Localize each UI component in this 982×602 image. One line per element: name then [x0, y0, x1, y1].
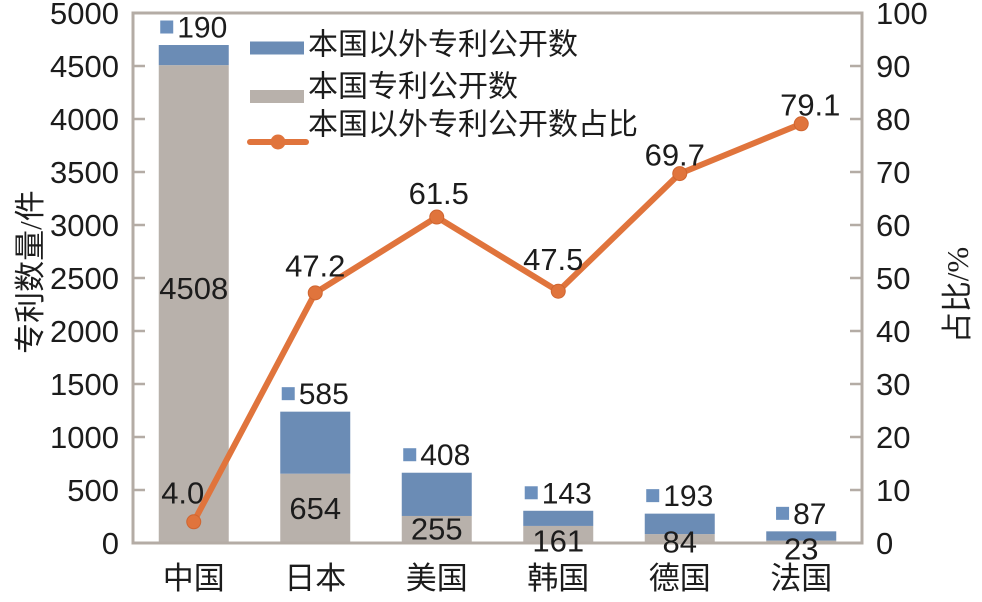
legend-swatch-foreign — [250, 41, 304, 55]
category-label-2: 美国 — [406, 561, 468, 596]
right-axis-tick-label: 50 — [876, 261, 910, 296]
foreign-value-label-1: 585 — [299, 378, 349, 411]
right-axis-tick-label: 80 — [876, 102, 910, 137]
bar-foreign-5 — [766, 531, 837, 541]
ratio-point-0 — [186, 514, 202, 530]
left-axis-tick-label: 1500 — [50, 367, 119, 402]
domestic-value-label-4: 84 — [663, 524, 697, 559]
foreign-label-square-0 — [160, 20, 174, 34]
right-axis-tick-label: 20 — [876, 420, 910, 455]
legend-swatch-domestic — [250, 90, 304, 103]
bar-domestic-4 — [644, 534, 715, 543]
ratio-value-label-3: 47.5 — [523, 242, 583, 277]
foreign-value-label-4: 193 — [663, 480, 713, 513]
foreign-label-square-3 — [524, 486, 538, 500]
left-axis-title: 专利数量/件 — [13, 190, 48, 354]
bar-domestic-3 — [523, 525, 594, 543]
domestic-value-label-2: 255 — [411, 511, 463, 546]
left-axis-tick-label: 500 — [67, 473, 119, 508]
foreign-label-square-4 — [646, 489, 660, 503]
right-axis-tick-label: 40 — [876, 314, 910, 349]
category-label-5: 法国 — [770, 561, 832, 596]
left-axis-tick-label: 5000 — [50, 0, 119, 31]
left-axis-tick-label: 2000 — [50, 314, 119, 349]
domestic-value-label-1: 654 — [289, 491, 341, 526]
domestic-value-label-3: 161 — [532, 523, 584, 558]
legend-label-ratio: 本国以外专利公开数占比 — [308, 109, 638, 142]
ratio-value-label-4: 69.7 — [645, 137, 705, 172]
left-axis-tick-label: 4500 — [50, 49, 119, 84]
foreign-label-square-1 — [281, 387, 295, 401]
category-label-0: 中国 — [163, 561, 225, 596]
right-axis-tick-label: 30 — [876, 367, 910, 402]
foreign-value-label-0: 190 — [177, 12, 227, 45]
ratio-value-label-0: 4.0 — [161, 476, 204, 511]
bar-domestic-1 — [280, 473, 351, 543]
ratio-line — [190, 120, 805, 525]
ratio-point-4 — [672, 166, 688, 182]
bar-domestic-2 — [401, 515, 472, 543]
ratio-point-3 — [550, 283, 566, 299]
right-axis-tick-label: 70 — [876, 155, 910, 190]
foreign-label-square-2 — [403, 448, 417, 462]
category-label-1: 日本 — [284, 561, 346, 596]
foreign-label-square-5 — [776, 506, 790, 520]
right-axis-tick-label: 60 — [876, 208, 910, 243]
ratio-value-label-1: 47.2 — [285, 249, 345, 284]
left-axis-tick-label: 3500 — [50, 155, 119, 190]
ratio-point-5 — [793, 116, 809, 132]
ratio-point-2 — [429, 209, 445, 225]
bar-foreign-2 — [401, 472, 472, 516]
bar-foreign-4 — [644, 513, 715, 535]
domestic-value-label-5: 23 — [784, 532, 818, 567]
right-axis-tick-label: 10 — [876, 473, 910, 508]
category-label-4: 德国 — [649, 561, 711, 596]
left-axis-tick-label: 0 — [102, 526, 119, 561]
bar-foreign-1 — [280, 411, 351, 474]
legend-dot-ratio — [270, 134, 286, 150]
ratio-point-1 — [307, 285, 323, 301]
bar-foreign-0 — [158, 45, 229, 66]
ratio-value-label-2: 61.5 — [409, 176, 469, 211]
left-axis-tick-label: 1000 — [50, 420, 119, 455]
left-axis-tick-label: 3000 — [50, 208, 119, 243]
right-axis-title: 占比/% — [940, 247, 975, 343]
right-axis-tick-label: 100 — [876, 0, 928, 31]
category-label-3: 韩国 — [527, 561, 589, 596]
right-axis-tick-label: 90 — [876, 49, 910, 84]
legend-label-foreign: 本国以外专利公开数 — [308, 29, 578, 62]
left-axis-tick-label: 2500 — [50, 261, 119, 296]
right-axis-tick-label: 0 — [876, 526, 893, 561]
foreign-value-label-2: 408 — [420, 439, 470, 472]
bar-foreign-3 — [523, 510, 594, 526]
ratio-value-label-5: 79.1 — [780, 88, 840, 123]
domestic-value-label-0: 4508 — [159, 271, 228, 306]
foreign-value-label-5: 87 — [793, 498, 826, 531]
legend-label-domestic: 本国专利公开数 — [308, 71, 518, 104]
left-axis-tick-label: 4000 — [50, 102, 119, 137]
foreign-value-label-3: 143 — [542, 477, 592, 510]
bar-domestic-0 — [158, 65, 229, 543]
